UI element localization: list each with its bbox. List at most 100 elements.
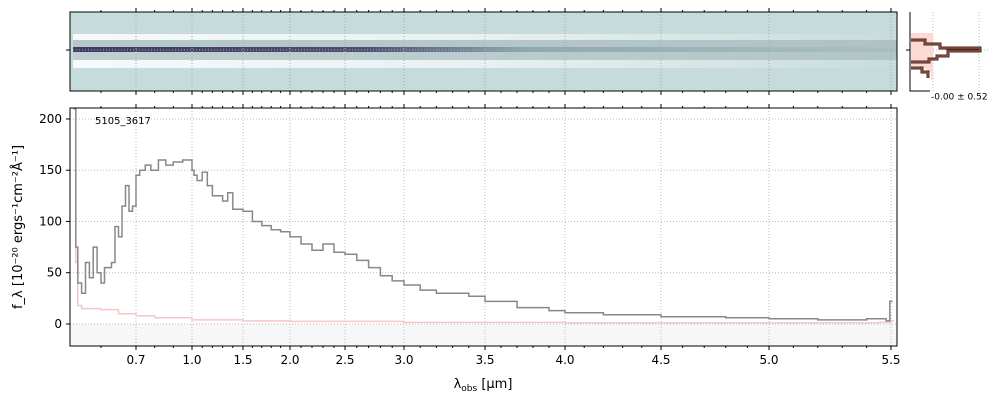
x-tick-label: 3.5	[475, 353, 494, 367]
flux-point	[77, 282, 79, 284]
x-axis-label: λobs [μm]	[454, 377, 513, 394]
flux-point	[725, 317, 727, 319]
flux-point	[88, 277, 90, 279]
flux-point	[564, 312, 566, 314]
error-point	[191, 319, 193, 321]
histogram-steps	[911, 39, 981, 78]
flux-point	[866, 318, 868, 320]
flux-point	[251, 220, 253, 223]
flux-point	[201, 171, 203, 173]
x-tick-label: 4.0	[555, 353, 574, 367]
flux-point	[196, 179, 198, 182]
flux-point	[139, 169, 141, 171]
flux-point	[289, 236, 291, 238]
flux-point	[419, 289, 421, 291]
y-tick-label: 0	[54, 317, 62, 331]
flux-point	[165, 164, 167, 166]
plot-frame	[69, 107, 898, 347]
x-tick-label: 1.0	[182, 353, 201, 367]
flux-point	[144, 164, 146, 166]
x-tick-label: 0.7	[126, 353, 145, 367]
flux-point	[391, 280, 393, 282]
object-label: 5105_3617	[95, 116, 151, 127]
flux-point	[768, 318, 770, 320]
x-tick-label: 5.5	[881, 353, 900, 367]
2d-frame	[69, 11, 898, 92]
flux-point	[435, 292, 437, 294]
error-point	[154, 317, 156, 319]
error-point	[135, 315, 137, 317]
flux-point	[193, 174, 195, 176]
flux-point	[81, 292, 83, 294]
flux-point	[379, 275, 381, 277]
flux-point	[280, 231, 282, 233]
flux-point	[121, 205, 123, 207]
flux-point	[191, 169, 193, 171]
flux-point	[356, 259, 358, 262]
flux-point	[232, 208, 234, 210]
flux-point	[110, 261, 113, 264]
flux-point	[516, 306, 518, 309]
flux-point	[261, 224, 263, 227]
flux-point	[92, 246, 94, 248]
flux-point	[157, 159, 159, 161]
flux-point	[889, 300, 891, 303]
flux-point	[211, 195, 213, 197]
error-point	[81, 307, 83, 310]
flux-point	[150, 169, 152, 171]
y-tick-label: 100	[39, 214, 62, 228]
histogram-axes	[909, 12, 930, 92]
flux-point	[403, 284, 405, 286]
flux-point	[114, 225, 116, 228]
flux-point	[344, 253, 346, 255]
flux-point	[270, 229, 272, 231]
flux-point	[548, 310, 550, 312]
flux-point	[117, 236, 120, 238]
2d-lower-wing	[73, 52, 897, 60]
flux-point	[75, 246, 77, 248]
error-point	[564, 322, 566, 324]
error-point	[768, 322, 770, 324]
flux-point	[322, 243, 324, 245]
y-tick-label: 150	[39, 163, 62, 177]
x-tick-label: 2.0	[280, 353, 299, 367]
error-point	[242, 320, 244, 322]
error-point	[117, 313, 120, 315]
flux-point	[172, 161, 174, 163]
flux-point	[131, 205, 134, 207]
y-tick-label: 200	[39, 112, 62, 126]
flux-point	[107, 266, 109, 269]
x-tick-label: 3.0	[394, 353, 413, 367]
y-tick-label: 50	[47, 266, 62, 280]
flux-point	[135, 174, 137, 176]
error-series-line	[73, 169, 894, 324]
flux-point	[182, 159, 184, 161]
flux-point	[124, 184, 127, 187]
flux-series-line	[73, 107, 893, 322]
error-point	[100, 309, 102, 311]
flux-point	[84, 261, 87, 264]
flux-point	[100, 282, 102, 284]
flux-point	[300, 243, 302, 245]
error-point	[890, 320, 892, 322]
flux-point	[242, 210, 244, 212]
error-point	[75, 261, 77, 264]
flux-point	[128, 210, 130, 212]
2d-spectrum-panel	[66, 11, 898, 92]
error-point	[77, 304, 79, 307]
x-tick-label: 5.0	[759, 353, 778, 367]
flux-point	[103, 266, 106, 269]
flux-point	[227, 192, 229, 194]
flux-point	[368, 266, 370, 269]
flux-point	[96, 272, 98, 274]
flux-point	[311, 249, 313, 251]
y-axis-label: f_λ [10⁻²⁰ ergs⁻¹cm⁻²Å⁻¹]	[10, 145, 26, 309]
flux-point	[817, 319, 819, 321]
flux-point	[602, 314, 605, 316]
histogram-panel: -0.00 ± 0.52	[906, 12, 990, 103]
2d-upper-wing	[73, 40, 897, 47]
main-plot: 0.7 1.0 1.5 2.0 2.5 3.0 3.5 4.0 4.5 5.0 5.5 0 50 100 1…	[10, 8, 901, 394]
flux-point	[885, 320, 887, 322]
flux-point	[206, 184, 208, 187]
